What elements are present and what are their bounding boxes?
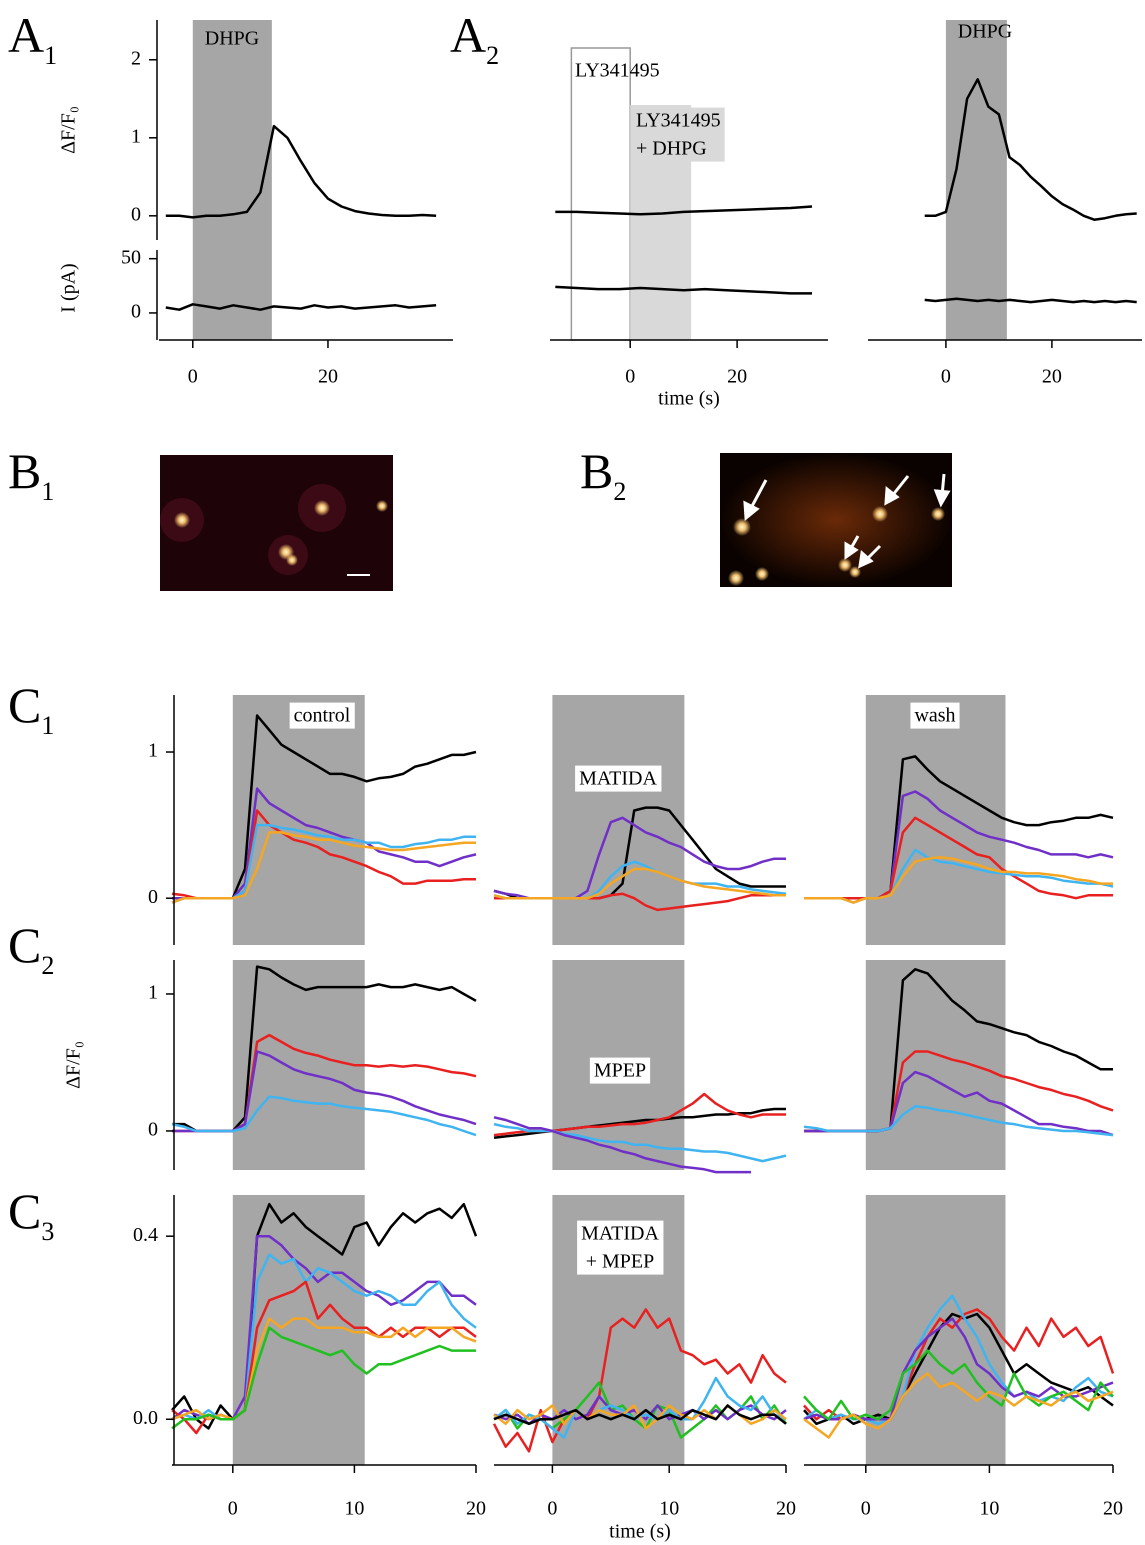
band-label: wash bbox=[914, 705, 955, 727]
y-tick-label: 1 bbox=[148, 982, 158, 1004]
band-label: LY341495 bbox=[636, 110, 721, 132]
x-tick-label: 20 bbox=[318, 366, 338, 388]
x-axis-label: time (s) bbox=[658, 388, 720, 410]
panel-label: C3 bbox=[8, 1183, 54, 1246]
x-tick-label: 20 bbox=[727, 366, 747, 388]
y-tick-label: 0 bbox=[131, 301, 141, 323]
x-axis-label: time (s) bbox=[609, 1521, 671, 1543]
cell bbox=[733, 518, 751, 536]
cell bbox=[755, 567, 769, 581]
micrograph-b2 bbox=[720, 453, 952, 587]
band-label: MPEP bbox=[594, 1060, 646, 1082]
y-tick-label: 0 bbox=[148, 886, 158, 908]
cell bbox=[376, 500, 388, 512]
cell bbox=[174, 512, 190, 528]
panel-label: A2 bbox=[450, 7, 499, 70]
stimulus-band bbox=[193, 20, 272, 340]
x-tick-label: 0 bbox=[861, 1498, 871, 1520]
y-tick-label: 0 bbox=[148, 1119, 158, 1141]
x-tick-label: 0 bbox=[188, 366, 198, 388]
chart-panel: control 0 1 bbox=[148, 695, 476, 945]
chart-panel: DHPG 0 1 2 ΔF/F₀ bbox=[58, 20, 437, 340]
band-label: control bbox=[294, 705, 351, 727]
chart-panel: MATIDA bbox=[494, 695, 786, 945]
x-tick-label: 10 bbox=[344, 1498, 364, 1520]
band-label: + DHPG bbox=[636, 138, 707, 160]
band-label: LY341495 bbox=[575, 60, 660, 82]
panel-label: C2 bbox=[8, 917, 54, 980]
y-tick-label: 0 bbox=[131, 203, 141, 225]
x-tick-label: 0 bbox=[547, 1498, 557, 1520]
panel-label: B1 bbox=[8, 443, 54, 506]
cell bbox=[314, 500, 330, 516]
stimulus-band bbox=[866, 695, 1006, 945]
y-tick-label: 1 bbox=[131, 125, 141, 147]
cell bbox=[872, 506, 888, 522]
panel-label: B2 bbox=[580, 443, 626, 506]
chart-panel: MATIDA + MPEP 0 10 20 time (s) bbox=[494, 1195, 796, 1543]
y-tick-label: 1 bbox=[148, 740, 158, 762]
x-tick-label: 0 bbox=[625, 366, 635, 388]
stimulus-band bbox=[571, 48, 630, 340]
x-tick-label: 20 bbox=[1103, 1498, 1123, 1520]
chart-panel: 0 1 ΔF/F₀ bbox=[63, 960, 476, 1170]
chart-panel bbox=[804, 960, 1113, 1170]
x-tick-label: 20 bbox=[466, 1498, 486, 1520]
chart-panel: LY341495 LY341495 + DHPG bbox=[555, 48, 812, 340]
micrograph-b1 bbox=[160, 455, 393, 591]
panel-label: A1 bbox=[8, 7, 57, 70]
stimulus-band bbox=[866, 960, 1006, 1170]
band-label: DHPG bbox=[205, 28, 259, 50]
x-tick-label: 10 bbox=[979, 1498, 999, 1520]
y-axis-label: ΔF/F₀ bbox=[58, 106, 80, 154]
cell bbox=[286, 554, 298, 566]
chart-panel: 0.0 0.4 0 10 20 bbox=[133, 1195, 486, 1520]
band-label: DHPG bbox=[958, 21, 1012, 43]
x-tick-label: 0 bbox=[941, 366, 951, 388]
figure: A1 A2 B1 B2 C1 C2 C3 DHPG 0 bbox=[0, 0, 1145, 1545]
x-tick-label: 0 bbox=[228, 1498, 238, 1520]
x-tick-label: 10 bbox=[659, 1498, 679, 1520]
band-label: MATIDA bbox=[579, 768, 657, 790]
y-tick-label: 2 bbox=[131, 47, 141, 69]
panel-label: C1 bbox=[8, 677, 54, 740]
chart-panel: wash bbox=[804, 695, 1113, 945]
chart-panel: 0 10 20 bbox=[804, 1195, 1123, 1520]
y-tick-label: 0.4 bbox=[133, 1224, 158, 1246]
x-tick-label: 20 bbox=[776, 1498, 796, 1520]
y-tick-label: 0.0 bbox=[133, 1407, 158, 1429]
cell bbox=[728, 570, 744, 586]
x-tick-label: 20 bbox=[1042, 366, 1062, 388]
y-axis-label: ΔF/F₀ bbox=[63, 1041, 85, 1089]
chart-panel: DHPG bbox=[925, 20, 1137, 340]
band-label: MATIDA bbox=[581, 1223, 659, 1245]
y-axis-label: I (pA) bbox=[58, 263, 80, 312]
band-label: + MPEP bbox=[586, 1251, 655, 1273]
y-tick-label: 50 bbox=[121, 246, 141, 268]
cell bbox=[931, 507, 945, 521]
chart-panel: MPEP bbox=[494, 960, 786, 1172]
image-background bbox=[720, 453, 952, 587]
